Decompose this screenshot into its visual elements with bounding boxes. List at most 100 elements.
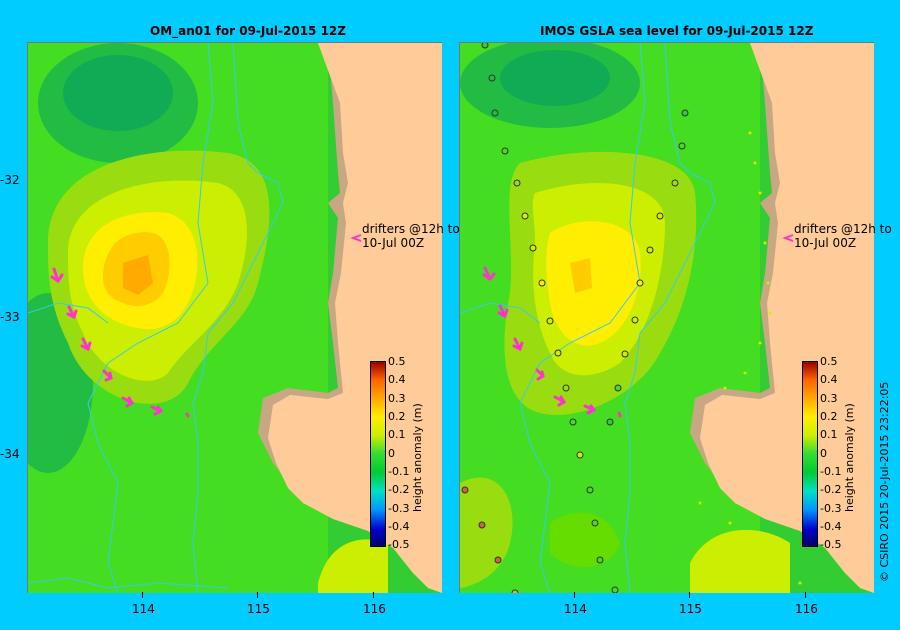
obs-point [491,109,499,117]
drifter-arrow-5 [553,395,567,407]
obs-point [606,418,614,426]
left-colorbar [370,361,386,547]
legend-arrow-left [350,234,362,242]
left-colorbar-title: height anomaly (m) [411,403,424,512]
obs-point [681,109,689,117]
obs-point [614,384,622,392]
left-cbar-label-m0.5: -0.5 [388,538,410,551]
obs-point [646,246,654,254]
obs-point [671,179,679,187]
legend-arrow-left [782,234,794,242]
isobath-mid [192,43,284,593]
right-cbar-label-m0.1: -0.1 [820,465,842,478]
left-cbar-label-0.4: 0.4 [388,373,406,386]
warm-eddy-ring-3 [546,221,641,346]
right-note-line1: drifters @12h to [794,222,892,236]
obs-point [501,147,509,155]
obs-point [621,350,629,358]
drifter-arrow-6 [150,405,164,416]
isobath-mid [624,43,716,593]
left-cbar-label-m0.2: -0.2 [388,483,410,496]
land-mass [268,43,442,593]
right-cbar-label-m0.2: -0.2 [820,483,842,496]
drifter-arrow-4 [535,368,545,381]
copyright-credit: © CSIRO 2015 20-Jul-2015 23:22:05 [878,381,891,582]
right-cbar-label-0.4: 0.4 [820,373,838,386]
left-lon-tick-116 [373,592,374,598]
obs-point [569,418,577,426]
right-cbar-label-0: 0 [820,447,827,460]
isobath-west [460,302,541,324]
left-map-panel [27,42,442,593]
drifter-arrow-5 [121,396,135,408]
observation-points [461,43,689,593]
right-drifter-note: drifters @12h to 10-Jul 00Z [794,222,892,250]
obs-point [511,589,519,593]
right-cbar-label-0.1: 0.1 [820,428,838,441]
drifter-arrows [482,266,622,418]
obs-point [586,486,594,494]
lat-label-33: -33 [0,310,20,324]
se-yellow-patch [318,539,388,593]
obs-point [521,212,529,220]
nw-eddy-inner [63,55,173,131]
obs-point [554,349,562,357]
drifter-arrow-2 [497,304,509,319]
left-cbar-label-0.3: 0.3 [388,392,406,405]
left-cbar-label-0.5: 0.5 [388,355,406,368]
drifter-arrow-3 [80,337,92,352]
lat-label-32: -32 [0,173,20,187]
drifter-arrow-1 [482,266,496,282]
drifter-arrow-6 [583,404,597,415]
obs-point [636,279,644,287]
obs-point [538,279,546,287]
drifter-arrow-2 [66,305,78,320]
obs-point [631,316,639,324]
obs-point [596,556,604,564]
drifter-arrows [50,267,190,418]
obs-point [529,244,537,252]
obs-point [546,317,554,325]
obs-point [513,179,521,187]
left-cbar-label-m0.4: -0.4 [388,520,410,533]
obs-point [481,43,489,49]
right-lon-label-114: 114 [564,602,587,616]
obs-point [494,556,502,564]
obs-point [678,142,686,150]
isobath-west [28,302,109,324]
s-green-patch [550,512,620,567]
obs-point [591,519,599,527]
obs-point [656,212,664,220]
obs-point [478,521,486,529]
land-mass [700,43,874,593]
right-cbar-label-0.2: 0.2 [820,410,838,423]
nw-eddy-inner [500,50,610,106]
obs-point [461,486,469,494]
left-cbar-label-m0.3: -0.3 [388,502,410,515]
right-map-title: IMOS GSLA sea level for 09-Jul-2015 12Z [540,24,814,38]
right-colorbar-title: height anomaly (m) [843,403,856,512]
isobath-deep [87,43,214,593]
left-cbar-label-0.1: 0.1 [388,428,406,441]
right-lon-tick-116 [805,592,806,598]
left-map-canvas [28,43,442,593]
right-cbar-label-m0.5: -0.5 [820,538,842,551]
left-cbar-label-m0.1: -0.1 [388,465,410,478]
se-yellow-patch [690,529,790,593]
right-cbar-label-m0.3: -0.3 [820,502,842,515]
obs-point [562,384,570,392]
right-lon-label-116: 116 [795,602,818,616]
right-colorbar [802,361,818,547]
left-lon-tick-115 [257,592,258,598]
left-cbar-label-0.2: 0.2 [388,410,406,423]
obs-point [488,74,496,82]
right-cbar-label-0.3: 0.3 [820,392,838,405]
warm-eddy-core [570,258,592,293]
isobath-south [28,577,229,589]
drifter-arrow-7 [185,412,190,418]
obs-point [576,451,584,459]
right-lon-tick-114 [574,592,575,598]
right-cbar-label-m0.4: -0.4 [820,520,842,533]
right-note-line2: 10-Jul 00Z [794,236,857,250]
right-lon-label-115: 115 [679,602,702,616]
